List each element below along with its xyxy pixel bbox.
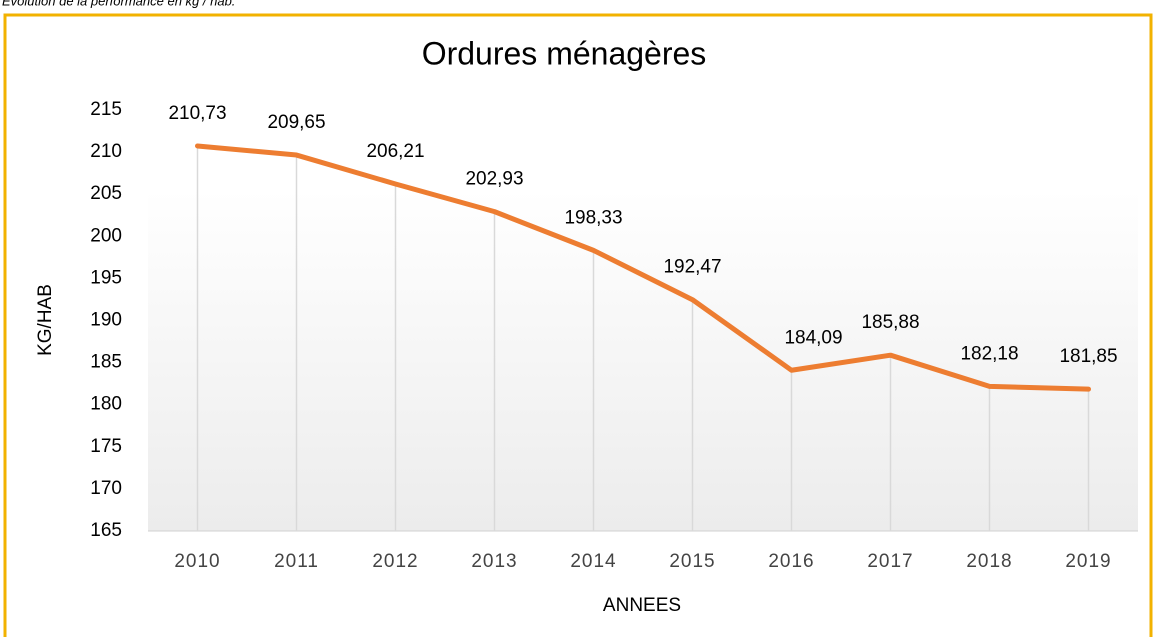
chart-title: Ordures ménagères	[422, 35, 707, 71]
plot-background	[148, 190, 1138, 531]
data-label: 184,09	[784, 327, 842, 348]
x-tick-label: 2014	[570, 551, 616, 572]
y-tick-label: 215	[90, 99, 122, 120]
y-tick-label: 200	[90, 225, 122, 246]
y-tick-label: 195	[90, 267, 122, 288]
y-tick-label: 205	[90, 183, 122, 204]
x-tick-label: 2017	[867, 551, 913, 572]
y-tick-label: 170	[90, 478, 122, 499]
data-label: 206,21	[366, 141, 424, 162]
data-label: 185,88	[861, 312, 919, 333]
y-tick-label: 190	[90, 310, 122, 331]
y-tick-label: 210	[90, 141, 122, 162]
x-tick-label: 2019	[1065, 551, 1111, 572]
data-label: 209,65	[267, 112, 325, 133]
data-label: 210,73	[168, 103, 226, 124]
series-line	[195, 143, 1091, 392]
x-tick-label: 2015	[669, 551, 715, 572]
y-axis-label: KG/HAB	[35, 284, 56, 356]
y-tick-label: 185	[90, 352, 122, 373]
x-tick-label: 2011	[274, 551, 319, 572]
x-tick-label: 2016	[768, 551, 814, 572]
data-label: 192,47	[663, 257, 721, 278]
data-label: 181,85	[1059, 346, 1117, 367]
data-label: 198,33	[564, 207, 622, 228]
frame	[3, 13, 1153, 637]
x-tick-label: 2018	[966, 551, 1012, 572]
y-tick-label: 165	[90, 520, 122, 541]
caption: Evolution de la performance en kg / hab.	[2, 0, 235, 8]
data-label: 182,18	[960, 343, 1018, 364]
data-label: 202,93	[465, 169, 523, 190]
x-tick-label: 2012	[372, 551, 418, 572]
y-tick-label: 180	[90, 394, 122, 415]
y-tick-label: 175	[90, 436, 122, 457]
x-axis-label: ANNEES	[603, 595, 681, 616]
x-tick-label: 2013	[471, 551, 517, 572]
x-tick-label: 2010	[174, 551, 220, 572]
